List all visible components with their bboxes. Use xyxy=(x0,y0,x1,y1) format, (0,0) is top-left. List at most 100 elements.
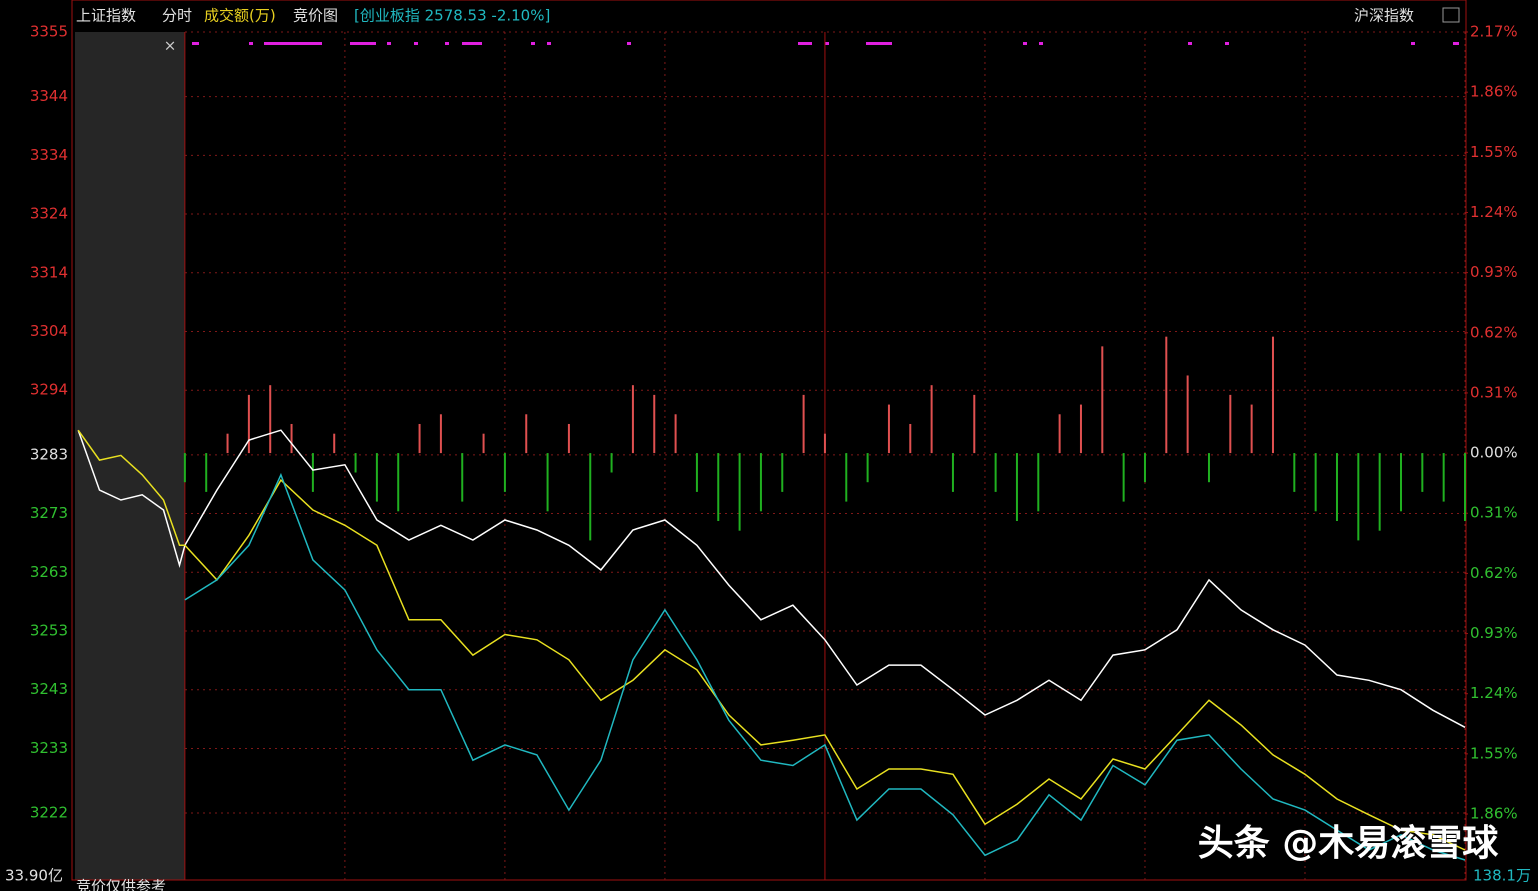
diff-bar xyxy=(1335,453,1338,522)
diff-bar xyxy=(994,453,997,492)
diff-bar xyxy=(290,423,293,454)
diff-bar xyxy=(1207,453,1210,483)
diff-bar xyxy=(333,433,336,454)
y-tick-label: 3304 xyxy=(30,322,68,340)
y2-tick-label: 1.24% xyxy=(1470,203,1518,221)
frame xyxy=(71,0,1467,881)
y2-tick-label: 0.93% xyxy=(1470,624,1518,642)
diff-bar xyxy=(866,453,869,483)
y2-tick-label: 0.00% xyxy=(1470,444,1518,462)
diff-bar xyxy=(397,453,400,512)
diff-bar xyxy=(1058,414,1061,454)
diff-bar xyxy=(631,385,634,454)
diff-bar xyxy=(1037,453,1040,512)
y-tick-label: 3243 xyxy=(30,680,68,698)
diff-bar xyxy=(845,453,848,502)
y2-tick-label: 0.62% xyxy=(1470,564,1518,582)
diff-bar xyxy=(205,453,208,492)
y-tick-label: 3233 xyxy=(30,739,68,757)
y2-tick-label: 2.17% xyxy=(1470,23,1518,41)
diff-bar xyxy=(1421,453,1424,492)
diff-bar xyxy=(973,394,976,454)
y-tick-label: 3253 xyxy=(30,622,68,640)
diff-bar xyxy=(1229,394,1232,454)
diff-bar xyxy=(503,453,506,492)
diff-bar xyxy=(1122,453,1125,502)
compare-label: [创业板指 2578.53 -2.10%] xyxy=(354,7,550,25)
y2-tick-label: 1.55% xyxy=(1470,744,1518,762)
diff-bar xyxy=(439,414,442,454)
diff-bar xyxy=(567,423,570,454)
diff-bar xyxy=(247,394,250,454)
diff-bar xyxy=(1101,346,1104,454)
diff-bar xyxy=(738,453,741,531)
diff-bar xyxy=(1186,375,1189,454)
y2-tick-label: 0.31% xyxy=(1470,383,1518,401)
diff-bar xyxy=(1250,404,1253,454)
diff-bar xyxy=(823,433,826,454)
index-name[interactable]: 上证指数 xyxy=(76,7,136,25)
y2-tick-label: 1.86% xyxy=(1470,805,1518,823)
volume-tab[interactable]: 成交额(万) xyxy=(204,7,276,25)
price-line xyxy=(184,472,1466,861)
diff-bar xyxy=(525,414,528,454)
diff-bar xyxy=(1314,453,1317,512)
diff-bar xyxy=(1015,453,1018,522)
toggle-icon[interactable] xyxy=(1442,7,1460,23)
diff-bar xyxy=(1399,453,1402,512)
diff-bar xyxy=(546,453,549,512)
watermark: 头条 @木易滚雪球 xyxy=(1198,823,1500,864)
auction-tab[interactable]: 竞价图 xyxy=(293,7,338,25)
y2-tick-label: 0.62% xyxy=(1470,323,1518,341)
diff-bar xyxy=(589,453,592,541)
diff-bar xyxy=(269,385,272,454)
y-tick-label: 3334 xyxy=(30,146,68,164)
y2-tick-label: 1.55% xyxy=(1470,143,1518,161)
diff-bar xyxy=(1271,336,1274,454)
right-title[interactable]: 沪深指数 xyxy=(1354,7,1414,25)
diff-bar xyxy=(610,453,613,473)
y-tick-label: 3324 xyxy=(30,205,68,223)
y2-tick-label: 1.86% xyxy=(1470,83,1518,101)
y-tick-label: 3294 xyxy=(30,381,68,399)
close-button[interactable]: × xyxy=(164,37,177,55)
diff-bar xyxy=(1165,336,1168,454)
diff-bar xyxy=(887,404,890,454)
diff-bar xyxy=(418,423,421,454)
diff-bar xyxy=(653,394,656,454)
diff-bar xyxy=(375,453,378,502)
mode-tab[interactable]: 分时 xyxy=(162,7,192,25)
y-tick-label: 3314 xyxy=(30,263,68,281)
y-tick-label: 3273 xyxy=(30,504,68,522)
diff-bar xyxy=(802,394,805,454)
diff-bar xyxy=(759,453,762,512)
diff-bar xyxy=(1378,453,1381,531)
diff-bar xyxy=(930,385,933,454)
diff-bar xyxy=(1079,404,1082,454)
right-amount: 138.1万 xyxy=(1473,867,1531,885)
diff-bar xyxy=(354,453,357,473)
markers xyxy=(192,42,1459,45)
diff-bar xyxy=(695,453,698,492)
diff-bar xyxy=(909,423,912,454)
diff-bar xyxy=(1357,453,1360,541)
diff-bar xyxy=(1293,453,1296,492)
y-tick-label: 3344 xyxy=(30,87,68,105)
y2-tick-label: 1.24% xyxy=(1470,684,1518,702)
diff-bar xyxy=(717,453,720,522)
y-tick-label: 3283 xyxy=(30,445,68,463)
diff-bar xyxy=(1143,453,1146,483)
y2-tick-label: 0.31% xyxy=(1470,504,1518,522)
diff-bar xyxy=(674,414,677,454)
left-amount: 33.90亿 xyxy=(5,867,63,885)
diff-bar xyxy=(311,453,314,492)
auction-note: 竞价仅供参考 xyxy=(76,878,166,891)
y-tick-label: 3355 xyxy=(30,23,68,41)
price-line xyxy=(77,429,1466,728)
y-tick-label: 3263 xyxy=(30,563,68,581)
diff-bar xyxy=(183,453,186,483)
y2-tick-label: 0.93% xyxy=(1470,263,1518,281)
price-line xyxy=(77,429,1466,851)
